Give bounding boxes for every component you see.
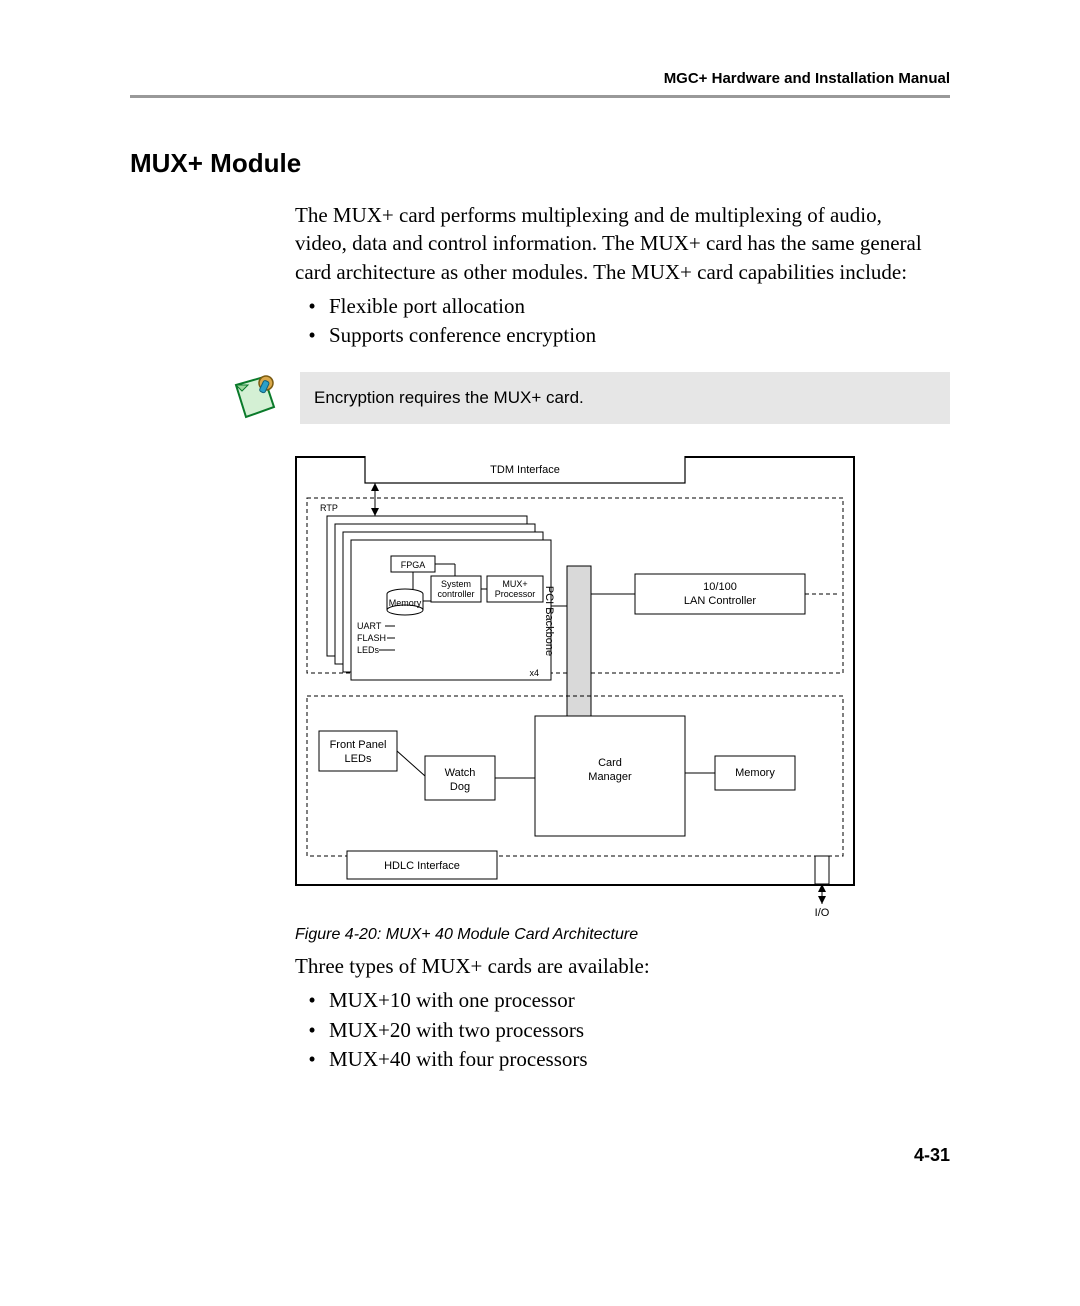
label-hdlc: HDLC Interface	[384, 860, 460, 872]
label-cardmgr2: Manager	[588, 771, 632, 783]
list-item: • MUX+10 with one processor	[295, 986, 935, 1015]
bullet-icon: •	[295, 1045, 329, 1074]
label-front1: Front Panel	[330, 739, 387, 751]
bullet-text: MUX+40 with four processors	[329, 1045, 588, 1074]
label-memory-top: Memory	[389, 598, 422, 608]
label-flash: FLASH	[357, 633, 386, 643]
page-number: 4-31	[914, 1145, 950, 1166]
bullet-icon: •	[295, 1016, 329, 1045]
bullet-icon: •	[295, 321, 329, 350]
architecture-diagram: TDM Interface RTP FPGA System controller…	[295, 456, 855, 916]
bullet-text: MUX+10 with one processor	[329, 986, 575, 1015]
note-text: Encryption requires the MUX+ card.	[300, 372, 950, 424]
list-item: • Supports conference encryption	[295, 321, 935, 350]
label-lan2: LAN Controller	[684, 595, 756, 607]
bullet-text: MUX+20 with two processors	[329, 1016, 584, 1045]
label-fpga: FPGA	[401, 560, 426, 570]
label-sysctrl1: System	[441, 579, 471, 589]
after-figure-para: Three types of MUX+ cards are available:	[295, 952, 935, 980]
label-leds: LEDs	[357, 645, 380, 655]
label-lan1: 10/100	[703, 581, 737, 593]
bullet-icon: •	[295, 986, 329, 1015]
types-bullets: • MUX+10 with one processor • MUX+20 wit…	[295, 986, 935, 1074]
intro-block: The MUX+ card performs multiplexing and …	[295, 201, 935, 351]
bullet-text: Flexible port allocation	[329, 292, 525, 321]
after-figure-block: Three types of MUX+ cards are available:…	[295, 952, 935, 1075]
label-x4: x4	[529, 668, 539, 678]
intro-bullets: • Flexible port allocation • Supports co…	[295, 292, 935, 351]
label-sysctrl2: controller	[437, 589, 474, 599]
label-cardmgr1: Card	[598, 757, 622, 769]
label-rtp: RTP	[320, 503, 338, 513]
label-io: I/O	[815, 907, 830, 916]
pushpin-note-icon	[230, 371, 285, 426]
figure-caption: Figure 4-20: MUX+ 40 Module Card Archite…	[295, 926, 950, 944]
label-watch2: Dog	[450, 781, 470, 793]
section-title: MUX+ Module	[130, 148, 950, 179]
bullet-text: Supports conference encryption	[329, 321, 596, 350]
label-pci: PCI Backbone	[543, 586, 555, 656]
list-item: • MUX+20 with two processors	[295, 1016, 935, 1045]
label-muxp1: MUX+	[502, 579, 527, 589]
note-callout: Encryption requires the MUX+ card.	[230, 371, 950, 426]
list-item: • Flexible port allocation	[295, 292, 935, 321]
header-rule	[130, 95, 950, 98]
label-memory-bot: Memory	[735, 767, 775, 779]
list-item: • MUX+40 with four processors	[295, 1045, 935, 1074]
page-header: MGC+ Hardware and Installation Manual	[130, 70, 950, 87]
label-muxp2: Processor	[495, 589, 536, 599]
label-uart: UART	[357, 621, 382, 631]
page-content: MGC+ Hardware and Installation Manual MU…	[130, 70, 950, 1094]
label-watch1: Watch	[445, 767, 476, 779]
label-tdm: TDM Interface	[490, 464, 560, 476]
label-front2: LEDs	[345, 753, 372, 765]
intro-paragraph: The MUX+ card performs multiplexing and …	[295, 201, 935, 286]
bullet-icon: •	[295, 292, 329, 321]
